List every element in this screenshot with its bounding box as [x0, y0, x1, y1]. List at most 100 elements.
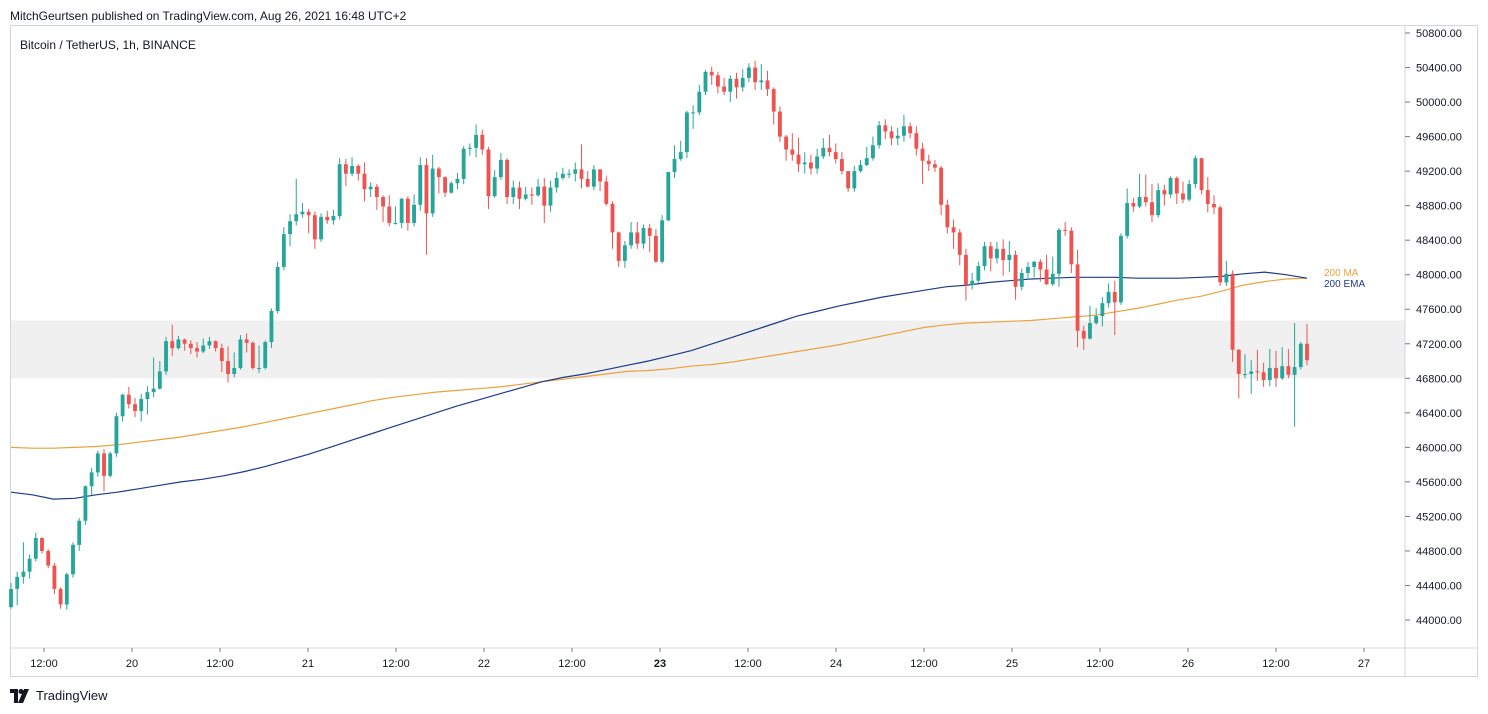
price-tick-label: 45600.00 [1416, 477, 1462, 489]
time-axis[interactable]: 12:00 20 12:00 21 12:00 22 12:00 23 12:00 24 12:00… [30, 648, 1370, 670]
price-axis[interactable]: 50800.00 50400.00 50000.00 49600.00 49200.00… [1405, 28, 1462, 627]
candle-body [672, 159, 677, 172]
candle-body [877, 125, 882, 146]
candle-body [164, 341, 168, 372]
candle-body [1224, 273, 1229, 283]
candle-body [306, 211, 311, 216]
chart-frame [10, 25, 1478, 677]
candle-body [1057, 229, 1061, 274]
candle-body [598, 169, 603, 182]
time-tick-label: 12:00 [30, 658, 58, 670]
candle-body [1088, 323, 1092, 339]
candle-body [1050, 273, 1055, 285]
candle-body [1119, 235, 1123, 303]
candle-body [1125, 203, 1130, 236]
candle-body [1038, 261, 1043, 270]
candle-body [1267, 367, 1272, 381]
candle-body [1150, 202, 1154, 216]
symbol-label: Bitcoin / TetherUS, 1h, BINANCE [20, 38, 196, 52]
candle-body [387, 206, 392, 223]
time-tick-label: 24 [830, 658, 842, 670]
footer: TradingView [10, 688, 108, 703]
candle-body [1218, 207, 1223, 283]
candle-body [294, 214, 299, 222]
candle-body [486, 149, 491, 197]
price-tick-label: 46400.00 [1416, 408, 1462, 420]
candle-body [64, 574, 69, 605]
candle-body [418, 165, 423, 205]
time-tick-label: 20 [126, 658, 138, 670]
candle-body [362, 173, 367, 190]
candle-body [1044, 269, 1049, 285]
candle-body [684, 112, 689, 153]
candle-body [610, 203, 615, 233]
candle-body [560, 173, 565, 179]
price-tick-label: 50000.00 [1416, 97, 1462, 109]
candle-body [926, 160, 931, 165]
candle-body [9, 588, 13, 608]
candle-body [1075, 264, 1080, 331]
price-tick-label: 45200.00 [1416, 511, 1462, 523]
candle-body [412, 204, 416, 223]
candle-body [746, 67, 751, 78]
price-tick-label: 44400.00 [1416, 580, 1462, 592]
candle-body [77, 520, 82, 545]
candle-body [840, 159, 844, 172]
candle-body [102, 453, 106, 476]
candle-body [939, 167, 944, 205]
candle-body [1174, 178, 1179, 194]
candle-body [1063, 229, 1068, 231]
candle-body [753, 67, 758, 83]
candle-body [170, 341, 175, 349]
candle-body [1205, 190, 1210, 204]
candle-body [368, 186, 373, 190]
candle-body [697, 91, 702, 113]
time-tick-label: 12:00 [206, 658, 234, 670]
time-tick-label: 25 [1006, 658, 1018, 670]
time-tick-label: 12:00 [1086, 658, 1114, 670]
candle-body [133, 404, 137, 412]
candle-body [95, 453, 100, 473]
candle-body [821, 147, 826, 157]
candle-body [1112, 291, 1117, 303]
candle-body [548, 187, 553, 206]
time-tick-label: 12:00 [558, 658, 586, 670]
candle-body [1199, 158, 1204, 191]
candle-body [474, 134, 478, 148]
candle-body [573, 169, 578, 174]
price-tick-label: 50800.00 [1416, 28, 1462, 40]
candle-body [188, 343, 193, 349]
candle-body [883, 125, 888, 132]
price-tick-label: 44000.00 [1416, 615, 1462, 627]
candle-body [809, 162, 813, 169]
price-tick-label: 47600.00 [1416, 304, 1462, 316]
candle-body [52, 565, 57, 589]
candle-body [443, 177, 447, 193]
candle-body [908, 126, 913, 134]
price-tick-label: 49600.00 [1416, 132, 1462, 144]
candle-body [1255, 371, 1260, 373]
candle-body [250, 342, 255, 368]
candle-body [567, 173, 572, 175]
candle-body [424, 165, 429, 214]
price-tick-label: 48800.00 [1416, 201, 1462, 213]
time-tick-label: 12:00 [734, 658, 762, 670]
candle-body [350, 165, 354, 174]
price-tick-label: 47200.00 [1416, 339, 1462, 351]
candle-body [430, 168, 435, 214]
candle-body [15, 576, 20, 589]
candle-body [1212, 203, 1216, 208]
candle-body [933, 164, 937, 168]
candle-body [213, 341, 218, 349]
candle-body [498, 159, 503, 178]
candle-body [492, 177, 497, 197]
candle-body [269, 310, 274, 343]
candle-body [393, 222, 398, 224]
candle-body [331, 216, 336, 221]
candle-body [635, 232, 640, 244]
candle-body [505, 159, 509, 198]
candle-body [976, 266, 981, 281]
candle-body [653, 235, 658, 262]
